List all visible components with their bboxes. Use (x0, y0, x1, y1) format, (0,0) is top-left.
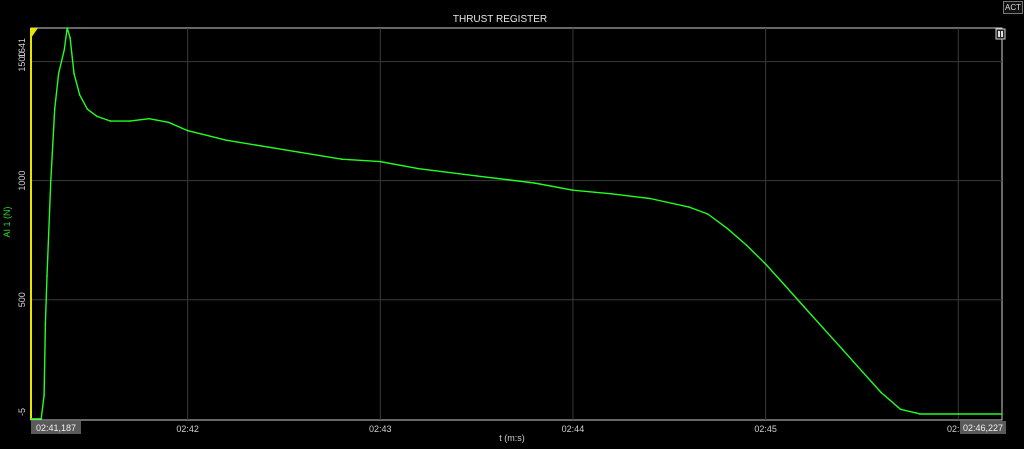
data-point (53, 108, 56, 110)
series-line (31, 27, 1002, 420)
y-tick-label: 1641 (17, 38, 27, 58)
x-start-label-bg (31, 421, 81, 434)
y-tick-label: 500 (17, 292, 27, 307)
cursor-marker-icon[interactable] (31, 28, 38, 38)
data-point (610, 193, 613, 195)
x-tick-label: 02:46 (947, 424, 970, 434)
data-point (86, 108, 89, 110)
data-point (687, 206, 690, 208)
data-point (167, 121, 170, 124)
data-point (707, 213, 709, 215)
x-axis-label: t (m:s) (499, 433, 525, 443)
data-point (225, 139, 227, 141)
plot-area[interactable] (30, 27, 1003, 421)
y-axis-label: AI 1 (N) (2, 206, 12, 237)
tick-labels: 02:42 02:43 02:44 02:45 02:46 -5 500 1000 150016… (17, 38, 1006, 434)
data-point (148, 117, 150, 120)
data-point (44, 322, 47, 325)
data-point (109, 120, 112, 122)
data-point (40, 418, 42, 420)
data-point (745, 244, 748, 246)
series-group (30, 27, 1003, 420)
x-end-label-bg (960, 421, 1006, 434)
data-point (30, 418, 32, 420)
data-point (379, 160, 382, 163)
y-tick-label: 1500 (17, 52, 27, 72)
data-point (43, 394, 45, 396)
data-point (186, 129, 189, 132)
data-point (764, 263, 767, 265)
data-point (918, 413, 921, 415)
data-point (96, 115, 98, 118)
act-button[interactable]: ACT (1003, 1, 1023, 14)
data-point (899, 408, 902, 411)
data-point (915, 412, 917, 414)
x-tick-label: 02:44 (562, 424, 585, 434)
data-point (129, 120, 131, 122)
x-tick-label: 02:45 (754, 424, 777, 434)
data-point (283, 148, 285, 151)
y-tick-label: 1000 (17, 171, 27, 191)
data-point (57, 72, 60, 75)
data-point (822, 327, 825, 330)
x-tick-label: 02:42 (176, 424, 199, 434)
data-point (69, 37, 71, 39)
y-tick-label: -5 (17, 408, 27, 416)
data-point (475, 175, 478, 177)
data-point (726, 227, 728, 230)
chart-title: THRUST REGISTER (453, 14, 547, 25)
data-point (78, 94, 81, 96)
data-point (572, 189, 574, 191)
data-point (880, 391, 882, 394)
data-point (50, 179, 52, 182)
data-point (533, 182, 536, 184)
data-point (63, 48, 66, 51)
data-point (1001, 413, 1003, 415)
data-point (73, 72, 75, 75)
data-point (784, 284, 786, 287)
data-point (66, 27, 68, 29)
data-point (861, 370, 863, 373)
x-tick-label: 02:43 (369, 424, 392, 434)
pause-icon[interactable] (995, 28, 1006, 40)
x-end-label: 02:46,227 (963, 423, 1003, 433)
data-point (803, 306, 805, 308)
data-point (46, 275, 48, 277)
data-point (649, 197, 651, 200)
x-start-label: 02:41,187 (36, 423, 76, 433)
data-point (841, 348, 844, 351)
data-point (418, 167, 420, 170)
data-point (341, 158, 343, 160)
data-point (957, 413, 960, 415)
